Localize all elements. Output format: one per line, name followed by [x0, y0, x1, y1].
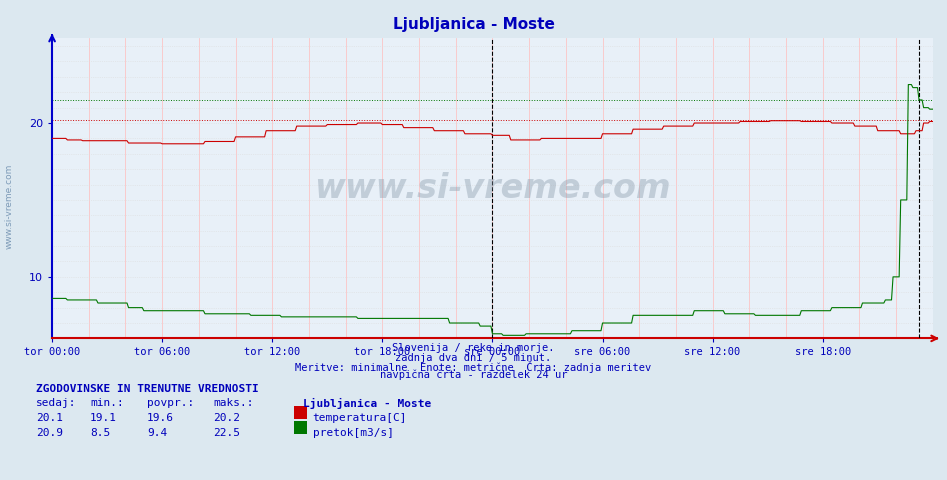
Text: 19.6: 19.6: [147, 413, 174, 423]
Text: Meritve: minimalne  Enote: metrične  Črta: zadnja meritev: Meritve: minimalne Enote: metrične Črta:…: [295, 361, 652, 373]
Text: pretok[m3/s]: pretok[m3/s]: [313, 428, 394, 438]
Text: 19.1: 19.1: [90, 413, 117, 423]
Text: Ljubljanica - Moste: Ljubljanica - Moste: [303, 398, 431, 409]
Text: 20.9: 20.9: [36, 428, 63, 438]
Text: 20.2: 20.2: [213, 413, 241, 423]
Text: sedaj:: sedaj:: [36, 398, 77, 408]
Text: povpr.:: povpr.:: [147, 398, 194, 408]
Text: temperatura[C]: temperatura[C]: [313, 413, 407, 423]
Text: ZGODOVINSKE IN TRENUTNE VREDNOSTI: ZGODOVINSKE IN TRENUTNE VREDNOSTI: [36, 384, 259, 394]
Text: Ljubljanica - Moste: Ljubljanica - Moste: [393, 17, 554, 32]
Text: 20.1: 20.1: [36, 413, 63, 423]
Text: navpična črta - razdelek 24 ur: navpična črta - razdelek 24 ur: [380, 370, 567, 380]
Text: www.si-vreme.com: www.si-vreme.com: [314, 172, 670, 205]
Text: www.si-vreme.com: www.si-vreme.com: [5, 164, 14, 249]
Text: maks.:: maks.:: [213, 398, 254, 408]
Text: min.:: min.:: [90, 398, 124, 408]
Text: 9.4: 9.4: [147, 428, 167, 438]
Text: Slovenija / reke in morje.: Slovenija / reke in morje.: [392, 343, 555, 353]
Text: zadnja dva dni / 5 minut.: zadnja dva dni / 5 minut.: [396, 353, 551, 363]
Text: 22.5: 22.5: [213, 428, 241, 438]
Text: 8.5: 8.5: [90, 428, 110, 438]
